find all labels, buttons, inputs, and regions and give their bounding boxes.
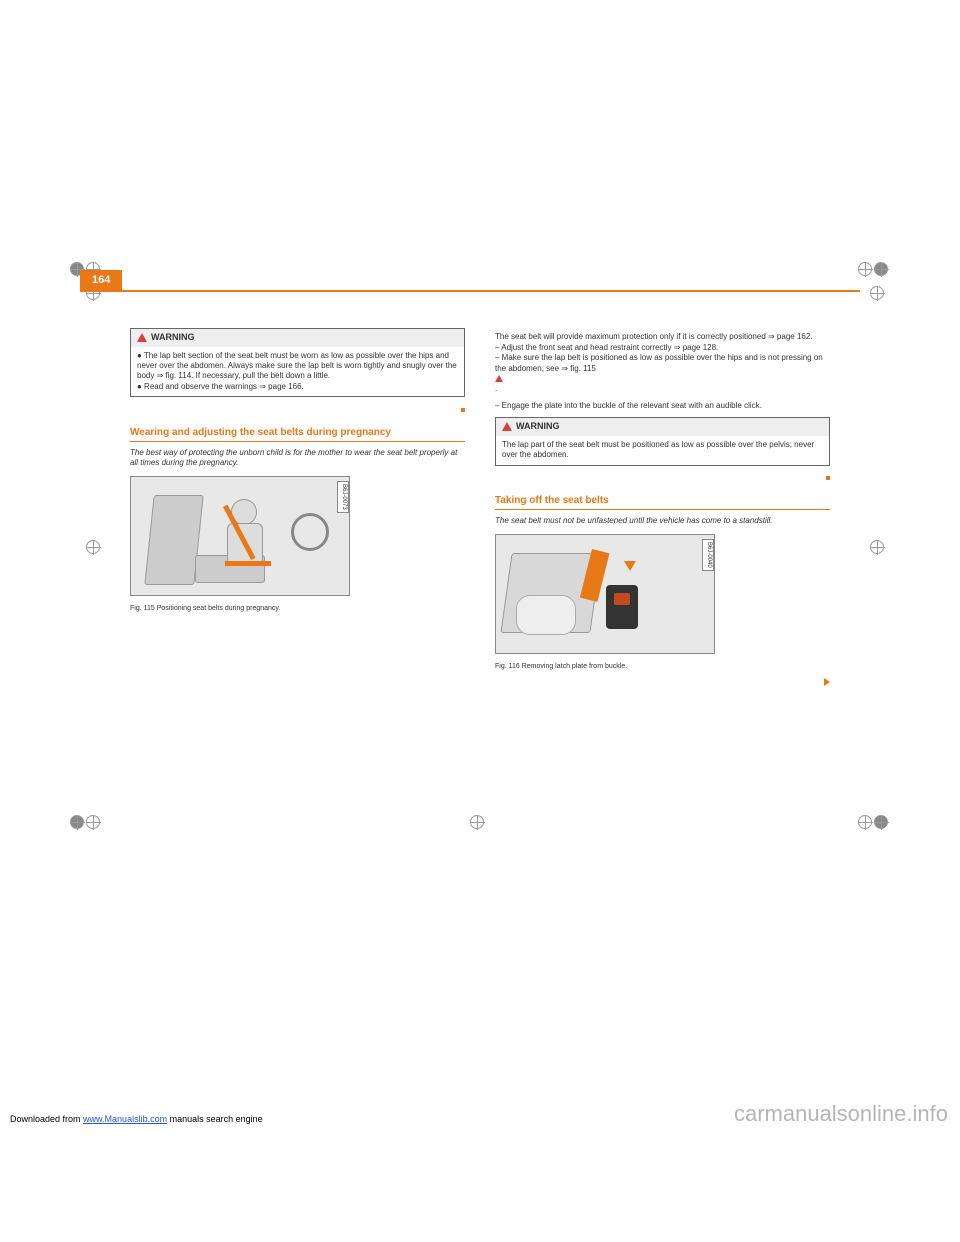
warning-body: ● The lap belt section of the seat belt … <box>131 347 464 397</box>
page-number-tab: 164 <box>80 270 122 290</box>
section-rule <box>130 441 465 442</box>
right-bullet: – Engage the plate into the buckle of th… <box>495 401 830 411</box>
warning-box-2: WARNING The lap part of the seat belt mu… <box>495 417 830 465</box>
figure-caption: Fig. 115 Positioning seat belts during p… <box>130 604 465 613</box>
watermark: carmanualsonline.info <box>734 1101 948 1127</box>
footer-suffix: manuals search engine <box>170 1114 263 1124</box>
inline-warning-icon <box>495 375 503 382</box>
left-column: WARNING ● The lap belt section of the se… <box>130 322 465 688</box>
end-marker-icon <box>826 476 830 480</box>
continue-arrow-icon <box>824 678 830 686</box>
warning-triangle-icon <box>502 422 512 431</box>
footer-link[interactable]: www.Manualslib.com <box>83 1114 167 1124</box>
right-column: The seat belt will provide maximum prote… <box>495 322 830 688</box>
warning-triangle-icon <box>137 333 147 342</box>
figure-115: B6J-0073 <box>130 476 350 596</box>
page-content: 164 WARNING ● The lap belt section of th… <box>80 270 880 688</box>
inline-dot: . <box>495 384 497 393</box>
warning-label-2: WARNING <box>516 421 560 433</box>
figure-caption-2: Fig. 116 Removing latch plate from buckl… <box>495 662 830 671</box>
figure-label-2: B6J-0040 <box>702 539 714 571</box>
figure-116: B6J-0040 <box>495 534 715 654</box>
warning-label: WARNING <box>151 332 195 344</box>
section-heading-takeoff: Taking off the seat belts <box>495 494 830 507</box>
section-intro: The best way of protecting the unborn ch… <box>130 448 465 469</box>
warning-box-1: WARNING ● The lap belt section of the se… <box>130 328 465 397</box>
section-heading-pregnancy: Wearing and adjusting the seat belts dur… <box>130 426 465 439</box>
right-top-para: The seat belt will provide maximum prote… <box>495 322 830 395</box>
section-rule-2 <box>495 509 830 510</box>
warning-body-2: The lap part of the seat belt must be po… <box>496 436 829 465</box>
end-marker-icon <box>461 408 465 412</box>
header-rule <box>80 290 860 292</box>
figure-label: B6J-0073 <box>337 481 349 513</box>
right-top-text: The seat belt will provide maximum prote… <box>495 332 823 372</box>
footer-prefix: Downloaded from <box>10 1114 83 1124</box>
takeoff-intro: The seat belt must not be unfastened unt… <box>495 516 830 526</box>
footer-source: Downloaded from www.Manualslib.com manua… <box>10 1114 263 1124</box>
